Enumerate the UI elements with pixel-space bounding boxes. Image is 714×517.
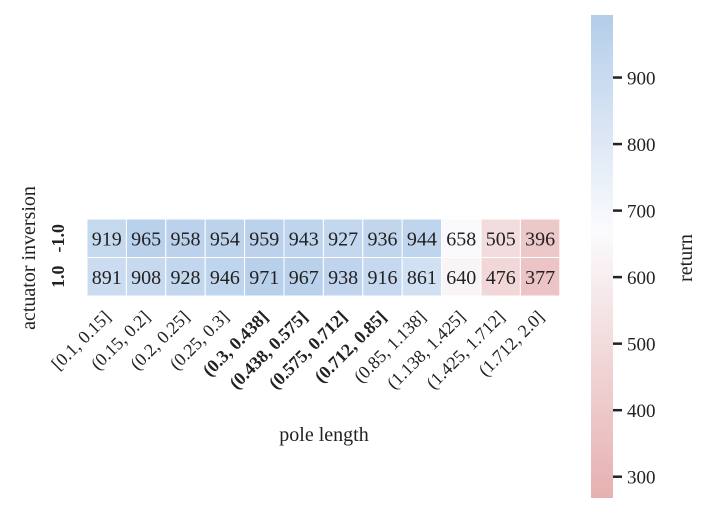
cell-value-label: 943 <box>289 228 319 250</box>
colorbar: 300 400 500 600 700 800 900 return <box>591 15 697 498</box>
colorbar-tick-label: 400 <box>627 401 656 422</box>
x-axis-label: pole length <box>279 424 368 446</box>
y-tick-label: 1.0 <box>48 266 68 289</box>
heatmap-cells: 919 965 958 954 959 943 927 936 944 658 505 396 891 9… <box>86 218 561 297</box>
y-axis-label: actuator inversion <box>18 186 40 330</box>
heatmap-cell <box>401 257 443 297</box>
colorbar-tick-label: 600 <box>627 268 656 289</box>
cell-value-label: 396 <box>525 228 555 250</box>
colorbar-tick-label: 700 <box>627 202 656 223</box>
colorbar-tick-label: 900 <box>627 69 656 90</box>
cell-value-label: 377 <box>525 267 555 289</box>
heatmap-cell <box>283 257 324 297</box>
cell-value-label: 944 <box>407 228 437 250</box>
heatmap-cell <box>86 218 127 258</box>
heatmap-cell <box>204 257 246 297</box>
cell-value-label: 954 <box>210 228 240 250</box>
cell-value-label: 505 <box>486 228 516 250</box>
colorbar-label: return <box>675 234 697 282</box>
heatmap-cell <box>244 257 285 297</box>
cell-value-label: 476 <box>486 267 516 289</box>
y-tick-label: -1.0 <box>48 224 68 253</box>
cell-value-label: 658 <box>446 228 476 250</box>
heatmap-cell <box>480 257 521 297</box>
x-tick-labels: [0.1, 0.15](0.15, 0.2](0.2, 0.25](0.25, … <box>47 307 548 394</box>
heatmap-cell <box>125 257 167 297</box>
y-tick-labels: -1.0 1.0 <box>48 224 68 288</box>
colorbar-tick-label: 500 <box>627 335 656 356</box>
heatmap-cell <box>519 218 561 258</box>
heatmap-cell <box>362 257 403 297</box>
cell-value-label: 640 <box>446 267 476 289</box>
cell-value-label: 891 <box>92 267 122 289</box>
colorbar-gradient <box>591 15 613 498</box>
cell-value-label: 927 <box>328 228 358 250</box>
heatmap-cell <box>125 218 167 258</box>
heatmap-cell <box>519 257 561 297</box>
cell-value-label: 936 <box>368 228 398 250</box>
cell-value-label: 965 <box>131 228 161 250</box>
heatmap-cell <box>283 218 324 258</box>
cell-value-label: 946 <box>210 267 240 289</box>
heatmap-cell <box>441 257 482 297</box>
cell-value-label: 916 <box>368 267 398 289</box>
cell-value-label: 971 <box>249 267 279 289</box>
cell-value-label: 928 <box>171 267 201 289</box>
cell-value-label: 938 <box>328 267 358 289</box>
cell-value-label: 958 <box>171 228 201 250</box>
cell-value-label: 959 <box>249 228 279 250</box>
cell-value-label: 861 <box>407 267 437 289</box>
heatmap-cell <box>86 257 127 297</box>
cell-value-label: 919 <box>92 228 122 250</box>
heatmap-cell <box>362 218 403 258</box>
colorbar-ticks: 300 400 500 600 700 800 900 <box>613 69 656 489</box>
cell-value-label: 967 <box>289 267 319 289</box>
cell-value-label: 908 <box>131 267 161 289</box>
colorbar-tick-label: 300 <box>627 468 656 489</box>
heatmap-cell <box>441 218 482 258</box>
heatmap-cell <box>322 257 364 297</box>
colorbar-tick-label: 800 <box>627 135 656 156</box>
